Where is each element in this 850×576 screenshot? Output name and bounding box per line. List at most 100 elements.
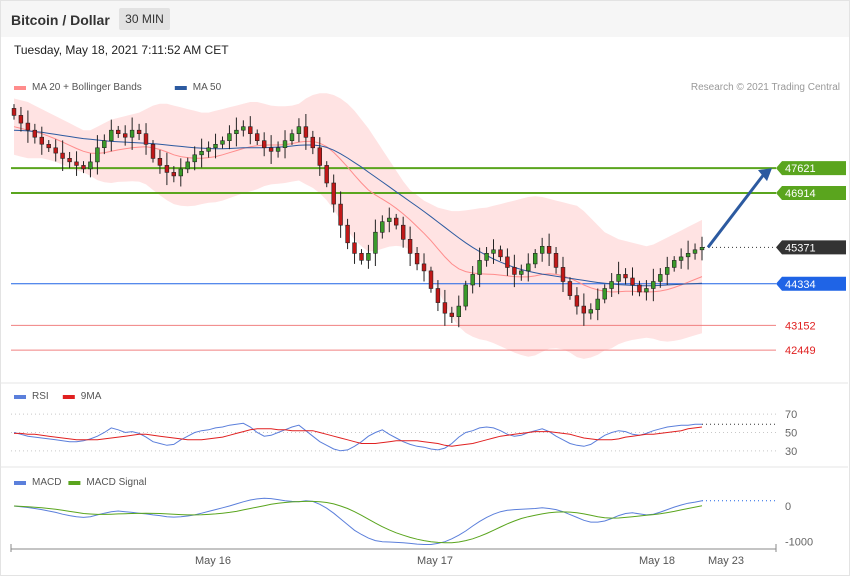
candle-up-body: [234, 129, 239, 134]
chart-datetime: Tuesday, May 18, 2021 7:11:52 AM CET: [14, 43, 229, 57]
candle: [310, 130, 315, 155]
candle-up-body: [588, 309, 594, 314]
candle-up-body: [539, 246, 545, 254]
candle-up-body: [129, 129, 135, 138]
candle-down-body: [46, 144, 51, 149]
candle-down-body: [261, 140, 267, 148]
candle: [442, 289, 448, 326]
x-tick-label: May 18: [639, 555, 675, 567]
candle: [602, 284, 607, 304]
candle: [435, 280, 441, 312]
candle: [463, 280, 468, 311]
candle: [588, 303, 594, 320]
candle-down-body: [268, 147, 274, 152]
resistance-level-label: 47621: [785, 163, 816, 175]
ma20-line: [13, 126, 703, 293]
macd-legend-swatch: [68, 481, 81, 485]
rsi-tick-label: 70: [785, 409, 797, 421]
candle: [143, 123, 149, 155]
candle-down-body: [324, 165, 329, 184]
candle-up-body: [678, 256, 684, 261]
candle: [81, 161, 86, 174]
candle-down-body: [352, 242, 357, 254]
candle-up-body: [644, 288, 649, 293]
forecast-arrow-shaft: [706, 173, 766, 249]
candle: [178, 158, 183, 187]
candle: [623, 268, 628, 285]
candle: [414, 247, 420, 271]
macd-tick-label: 0: [785, 501, 791, 513]
candle-up-body: [88, 161, 93, 170]
candle: [95, 135, 100, 175]
macd-legend-label: MACD: [32, 477, 61, 488]
candle: [532, 249, 538, 269]
candle-down-body: [560, 267, 566, 282]
chart-title: Bitcoin / Dollar: [11, 12, 110, 28]
candle: [185, 157, 190, 174]
candle: [206, 141, 211, 158]
macd-legend-label: MACD Signal: [86, 477, 146, 488]
candle: [428, 266, 434, 293]
candle: [275, 141, 281, 158]
candle-down-body: [143, 133, 149, 145]
candle-down-body: [255, 133, 260, 141]
candle-up-body: [241, 126, 246, 131]
forecast-arrowhead: [758, 168, 772, 182]
candle-down-body: [345, 224, 350, 244]
candle-up-body: [699, 247, 705, 251]
candle: [67, 152, 72, 169]
candle: [157, 149, 163, 174]
candle-down-body: [407, 239, 413, 254]
candle: [345, 218, 350, 250]
candle-up-body: [192, 154, 197, 163]
current-level-tag: [776, 240, 846, 255]
candle: [248, 116, 253, 145]
candle-down-body: [400, 224, 406, 240]
candle: [282, 130, 288, 159]
candle: [644, 280, 649, 301]
candle: [11, 104, 17, 120]
candle-down-body: [393, 217, 399, 226]
candle-up-body: [484, 253, 489, 261]
candle-down-body: [248, 126, 253, 134]
candle: [317, 137, 322, 176]
candle-up-body: [199, 151, 204, 156]
candle-up-body: [658, 274, 663, 282]
candle: [261, 132, 267, 157]
candle: [546, 233, 552, 266]
candle: [685, 240, 691, 270]
rsi-tick-label: 50: [785, 428, 797, 440]
x-tick-label: May 23: [708, 555, 744, 567]
candle-down-body: [171, 172, 176, 177]
candle: [289, 129, 295, 145]
candle: [595, 288, 600, 321]
price-legend-swatch: [174, 86, 187, 90]
candle-up-body: [671, 260, 677, 268]
candle: [303, 114, 309, 150]
candle: [150, 140, 156, 163]
candle-down-body: [150, 144, 156, 159]
candle-up-body: [491, 249, 496, 254]
candle-up-body: [296, 126, 302, 134]
support-level-label: 43152: [785, 320, 816, 332]
candle: [338, 191, 343, 238]
pivot-level-tag: [776, 276, 846, 291]
rsi-legend-label: 9MA: [81, 391, 102, 402]
candle: [616, 261, 621, 295]
rsi-line: [13, 422, 702, 452]
timeframe-button[interactable]: 30 MIN: [119, 8, 170, 30]
candle-up-body: [227, 133, 232, 141]
candle-up-body: [470, 274, 475, 286]
candle: [512, 254, 517, 288]
candle: [234, 117, 239, 147]
candle: [699, 236, 705, 261]
candle: [60, 140, 65, 171]
candle-down-body: [303, 126, 309, 138]
candle-up-body: [387, 217, 392, 222]
candle-down-body: [25, 122, 31, 131]
x-tick-label: May 17: [417, 555, 453, 567]
candle: [609, 273, 614, 297]
candle: [352, 232, 357, 264]
candle: [25, 110, 31, 143]
candle-up-body: [664, 267, 670, 275]
